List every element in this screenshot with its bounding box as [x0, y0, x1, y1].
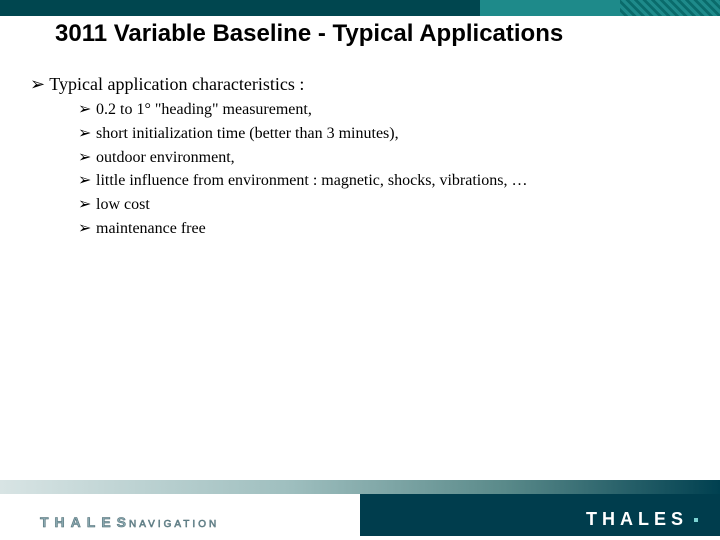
thales-logo: THALES [586, 509, 688, 530]
top-bar-dark-segment [0, 0, 480, 16]
sub-bullet-list: ➢0.2 to 1° "heading" measurement, ➢short… [78, 100, 527, 243]
top-bar-teal-segment [480, 0, 620, 16]
title-block: 3011 Variable Baseline - Typical Applica… [55, 20, 655, 48]
arrow-icon: ➢ [78, 219, 96, 240]
top-bar [0, 0, 720, 16]
list-item: ➢little influence from environment : mag… [78, 171, 527, 192]
arrow-icon: ➢ [78, 148, 96, 169]
list-item: ➢low cost [78, 195, 527, 216]
arrow-icon: ➢ [78, 195, 96, 216]
arrow-icon: ➢ [30, 74, 45, 94]
top-bar-pattern-segment [620, 0, 720, 16]
sub-bullet-text: maintenance free [96, 220, 206, 237]
thales-navigation-logo: THALESNAVIGATION [40, 514, 219, 530]
main-bullet-text: Typical application characteristics : [49, 74, 304, 94]
slide-title: 3011 Variable Baseline - Typical Applica… [55, 20, 655, 48]
sub-bullet-text: outdoor environment, [96, 149, 235, 166]
footer-gradient-band [0, 480, 720, 494]
accent-dot-icon [694, 518, 698, 522]
slide-root: 3011 Variable Baseline - Typical Applica… [0, 0, 720, 540]
sub-bullet-text: 0.2 to 1° "heading" measurement, [96, 101, 312, 118]
list-item: ➢maintenance free [78, 219, 527, 240]
list-item: ➢short initialization time (better than … [78, 124, 527, 145]
sub-bullet-text: little influence from environment : magn… [96, 172, 527, 189]
list-item: ➢0.2 to 1° "heading" measurement, [78, 100, 527, 121]
arrow-icon: ➢ [78, 171, 96, 192]
logo-left-sub: NAVIGATION [129, 519, 219, 530]
sub-bullet-text: low cost [96, 196, 150, 213]
arrow-icon: ➢ [78, 124, 96, 145]
list-item: ➢outdoor environment, [78, 148, 527, 169]
arrow-icon: ➢ [78, 100, 96, 121]
main-bullet-row: ➢ Typical application characteristics : [30, 74, 304, 95]
logo-left-main: THALES [40, 514, 132, 530]
footer: THALESNAVIGATION THALES [0, 480, 720, 540]
sub-bullet-text: short initialization time (better than 3… [96, 125, 399, 142]
